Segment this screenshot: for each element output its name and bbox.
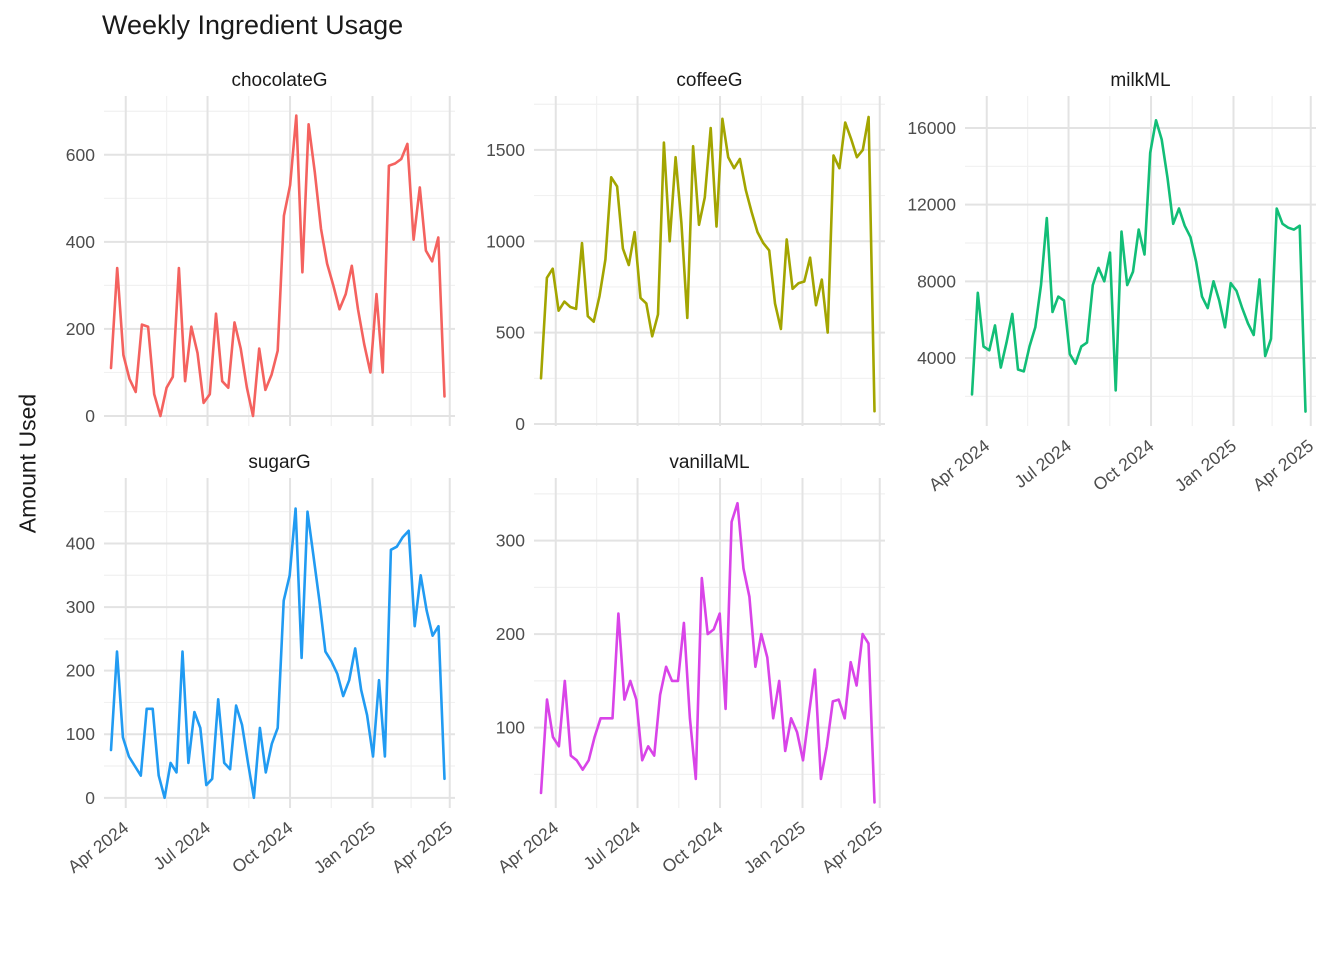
x-tick-label: Jul 2024 [580, 817, 645, 874]
chocolateG-line [109, 114, 446, 418]
y-tick-label: 16000 [907, 118, 956, 138]
x-tick-label: Apr 2025 [388, 817, 456, 876]
y-tick-label: 300 [66, 597, 95, 617]
y-tick-label: 500 [496, 323, 525, 343]
vanillaML-line [539, 501, 876, 804]
strip-label-coffeeG: coffeeG [676, 70, 742, 91]
x-tick-label: Oct 2024 [658, 817, 726, 877]
strip-label-sugarG: sugarG [248, 452, 310, 473]
y-tick-label: 600 [66, 145, 95, 165]
y-tick-label: 8000 [917, 271, 956, 291]
facet-vanillaML: vanillaML 100 200 300 Apr 2024 Jul 2024 Oct 20… [476, 446, 891, 908]
strip-label-milkML: milkML [1110, 70, 1170, 91]
y-tick-label: 0 [85, 406, 95, 426]
x-tick-label: Apr 2025 [1249, 435, 1317, 494]
milkML-line [970, 118, 1307, 413]
x-tick-label: Oct 2024 [1089, 435, 1157, 495]
y-tick-label: 100 [496, 718, 525, 738]
y-tick-label: 200 [66, 319, 95, 339]
x-tick-label: Apr 2025 [818, 817, 886, 876]
facet-milkML: milkML 4000 8000 12000 16000 Apr 2024 Jul 2024… [907, 64, 1322, 526]
sugarG-line [109, 507, 446, 800]
facet-svg-vanillaML: vanillaML 100 200 300 Apr 2024 Jul 2024 Oct 20… [494, 452, 886, 877]
facet-svg-coffeeG: coffeeG 0 500 1000 1500 [486, 70, 885, 434]
facet-svg-chocolateG: chocolateG 0 200 400 600 [66, 70, 455, 426]
y-tick-label: 1500 [486, 140, 525, 160]
y-tick-label: 200 [66, 661, 95, 681]
x-tick-label: Apr 2024 [64, 817, 132, 877]
y-tick-label: 400 [66, 232, 95, 252]
facet-chocolateG: chocolateG 0 200 400 600 [46, 64, 461, 526]
y-tick-label: 0 [515, 414, 525, 434]
y-tick-label: 200 [496, 624, 525, 644]
y-tick-label: 12000 [907, 195, 956, 215]
facet-sugarG: sugarG 0 100 200 300 400 Apr 2024 Jul 2024 Oct 2… [46, 446, 461, 908]
y-axis-title: Amount Used [14, 393, 41, 534]
y-tick-label: 0 [85, 788, 95, 808]
strip-label-chocolateG: chocolateG [231, 70, 327, 91]
x-tick-label: Oct 2024 [228, 817, 296, 877]
coffeeG-line [539, 115, 876, 413]
facet-coffeeG: coffeeG 0 500 1000 1500 [476, 64, 891, 526]
x-tick-label: Jan 2025 [740, 817, 809, 877]
y-tick-label: 4000 [917, 348, 956, 368]
x-tick-label: Jul 2024 [1011, 435, 1076, 492]
x-tick-label: Jan 2025 [1171, 435, 1240, 495]
x-tick-label: Jan 2025 [310, 817, 379, 877]
y-tick-label: 1000 [486, 231, 525, 251]
x-tick-label: Jul 2024 [150, 817, 215, 874]
x-tick-label: Apr 2024 [494, 817, 562, 877]
y-tick-label: 400 [66, 533, 95, 553]
y-tick-label: 100 [66, 724, 95, 744]
facet-svg-sugarG: sugarG 0 100 200 300 400 Apr 2024 Jul 2024 Oct 2… [64, 452, 456, 877]
y-tick-label: 300 [496, 531, 525, 551]
facet-svg-milkML: milkML 4000 8000 12000 16000 Apr 2024 Jul 2024… [907, 70, 1317, 495]
chart-title: Weekly Ingredient Usage [102, 10, 404, 40]
strip-label-vanillaML: vanillaML [669, 452, 749, 473]
x-tick-label: Apr 2024 [925, 435, 993, 495]
